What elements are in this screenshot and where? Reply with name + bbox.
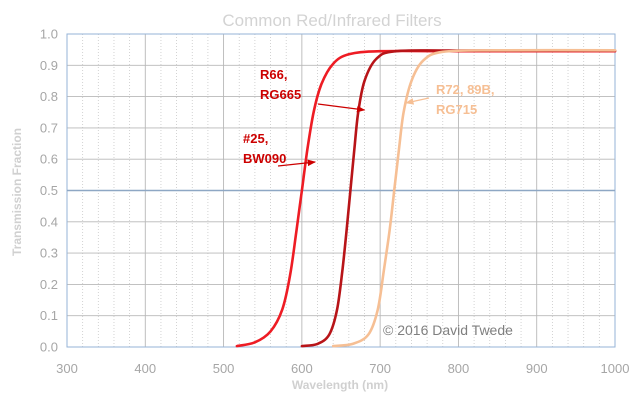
y-tick-label: 0.4 [40, 214, 58, 229]
annotation-arrow [405, 97, 430, 105]
series-lines [235, 48, 617, 348]
series-line-1 [235, 49, 617, 348]
annotation-label: R66, [260, 67, 287, 82]
x-tick-label: 900 [526, 361, 548, 376]
annotation-label: BW090 [243, 151, 286, 166]
y-tick-label: 0.2 [40, 277, 58, 292]
y-tick-label: 1.0 [40, 27, 58, 42]
series-line-3 [331, 48, 617, 348]
y-tick-label: 0.8 [40, 89, 58, 104]
y-tick-label: 0.6 [40, 152, 58, 167]
y-tick-label: 0.0 [40, 340, 58, 355]
copyright-text: © 2016 David Twede [383, 322, 513, 338]
annotation-label: R72, 89B, [436, 82, 495, 97]
y-tick-label: 0.1 [40, 308, 58, 323]
annotation-arrow [317, 103, 366, 113]
x-tick-label: 800 [448, 361, 470, 376]
annotation-label: RG665 [260, 87, 301, 102]
x-tick-label: 600 [291, 361, 313, 376]
annotation-label: #25, [243, 131, 268, 146]
x-tick-labels: 300 400 500 600 700 800 900 1000 [56, 361, 629, 376]
chart-title: Common Red/Infrared Filters [222, 11, 441, 30]
x-tick-label: 300 [56, 361, 78, 376]
y-tick-label: 0.7 [40, 120, 58, 135]
series-line-2 [300, 49, 617, 348]
x-axis-title: Wavelength (nm) [292, 378, 388, 392]
filter-annotations: R66, RG665 #25, BW090 R72, 89B, RG715 [243, 67, 495, 167]
x-tick-label: 700 [369, 361, 391, 376]
x-tick-label: 1000 [601, 361, 630, 376]
annotation-label: RG715 [436, 102, 477, 117]
y-tick-label: 0.9 [40, 58, 58, 73]
y-tick-label: 0.3 [40, 246, 58, 261]
x-tick-label: 400 [134, 361, 156, 376]
annotation-arrow [277, 159, 317, 167]
y-axis-title: Transmission Fraction [10, 128, 24, 256]
x-tick-label: 500 [213, 361, 235, 376]
y-tick-labels: 0.0 0.1 0.2 0.3 0.4 0.5 0.6 0.7 0.8 0.9 1.0 [40, 27, 58, 355]
y-tick-label: 0.5 [40, 183, 58, 198]
